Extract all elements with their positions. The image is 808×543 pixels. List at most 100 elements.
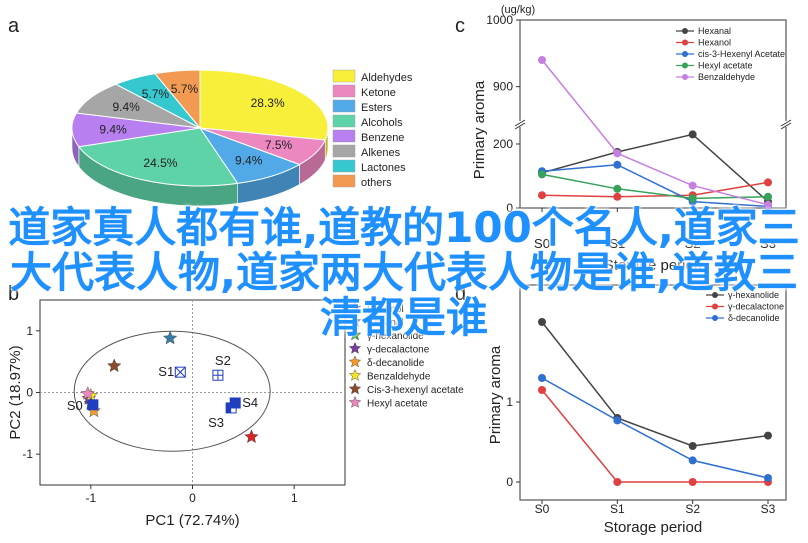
legend-label-ketone: Ketone (361, 87, 396, 99)
pca-legend-label: Cis-3-hexenyl acetate (367, 385, 464, 396)
line-cis-3-hexenyl-acetate (541, 164, 769, 208)
point-cis-3-hexenyl-acetate (613, 160, 622, 169)
loading-star-hexyl-acetate (80, 386, 95, 400)
pca-legend-label: γ-decalactone (367, 345, 430, 356)
panel-c-legend-label: Hexanol (698, 38, 731, 48)
sample-label-s0: S0 (67, 398, 83, 413)
sample-label-s4: S4 (242, 395, 258, 410)
legend-swatch-ketone (332, 84, 356, 98)
pie-label-alcohols: 24.5% (143, 156, 177, 170)
loading-star-hexanal (163, 330, 178, 345)
line--decalactone (541, 389, 768, 483)
panel-c-break-mark (780, 122, 792, 130)
pca-legend-label: δ-decanolide (367, 358, 425, 369)
sample-label-s1: S1 (158, 364, 174, 379)
panel-label-a: a (8, 15, 20, 37)
panel-c-break-mark (514, 119, 526, 127)
panel-d-xtick-label: S3 (761, 502, 776, 516)
legend-label-lactones: Lactones (361, 162, 406, 174)
panel-d-xlabel: Storage period (604, 519, 702, 536)
panel-c-break-mark (514, 122, 526, 130)
panel-d-legend-label: γ-decalactone (728, 302, 784, 312)
legend-label-benzene: Benzene (361, 132, 404, 144)
pca-confidence-ellipse (73, 330, 271, 452)
sample-label-s2: S2 (215, 353, 231, 368)
line-hexyl-acetate (541, 173, 769, 200)
panel-d-xtick-label: S2 (685, 502, 700, 516)
pca-legend-star (348, 355, 362, 368)
point--decanolide (764, 474, 772, 482)
line-hexanol (541, 181, 769, 198)
point-hexanol (764, 178, 772, 187)
line--hexanolide (541, 321, 769, 447)
pca-ylabel: PC2 (18.97%) (7, 345, 24, 439)
pca-legend-star (348, 395, 362, 408)
panel-c-ytick-label: 900 (493, 80, 513, 94)
legend-swatch-alcohols (332, 114, 356, 128)
pie-slice-others (154, 69, 201, 130)
point--decanolide (613, 416, 622, 425)
pca-legend-label: Benzaldehyde (367, 372, 431, 383)
panel-c-xlabel: Storage period (604, 257, 702, 274)
point-hexanol (538, 191, 546, 200)
panel-d-frame (519, 284, 787, 501)
legend-label-alcohols: Alcohols (361, 117, 403, 129)
panel-c-xtick-label: S2 (685, 236, 701, 251)
pca-legend-star (348, 314, 362, 327)
point-hexanal (688, 130, 697, 139)
panel-c-legend-marker (682, 28, 688, 34)
panel-d-ytick-label: 0 (506, 475, 513, 489)
pca-legend-label: γ-hexanolide (367, 331, 424, 342)
pca-legend-star (348, 368, 362, 381)
pca-legend-star (348, 382, 362, 395)
legend-swatch-aldehydes (332, 69, 356, 83)
panel-label-d: d (455, 283, 466, 305)
pie-slice-esters (198, 126, 301, 184)
panel-d-xtick-label: S0 (535, 502, 550, 516)
loading-star-cis-3-hexenyl-acetate (107, 358, 122, 373)
sample-marker-s4 (229, 397, 241, 409)
pca-xtick-label: 0 (189, 491, 196, 505)
loading-star-hexanol (244, 429, 259, 444)
panel-d-xtick-label: S1 (610, 502, 625, 516)
panel-c-break-mark (780, 119, 792, 127)
pie-label-others: 5.7% (171, 82, 199, 96)
pie-slice-aldehydes (199, 69, 329, 141)
line-hexanal (541, 133, 769, 203)
legend-label-others: others (361, 177, 392, 189)
panel-d-legend-marker (712, 303, 718, 310)
panel-d-ytick-label: 1 (506, 395, 513, 409)
pie-slice-benzene (71, 112, 201, 148)
panel-c-frame (519, 19, 787, 209)
pie-slice-alkenes (75, 83, 201, 129)
pca-ytick-label: 1 (26, 324, 33, 338)
point--hexanolide (538, 318, 546, 326)
panel-c-xtick-label: S3 (760, 236, 776, 251)
point-benzaldehyde (764, 200, 772, 209)
panel-c-ylabel: Primary aroma (471, 80, 488, 179)
panel-d-legend-label: γ-hexanolide (728, 290, 779, 300)
legend-swatch-alkenes (332, 144, 356, 158)
panel-c-legend-marker (682, 62, 688, 69)
panel-c-ytick-label: 200 (493, 137, 513, 151)
panel-c-legend-label: Hexyl acetate (698, 61, 753, 71)
panel-c-legend-label: Benzaldehyde (698, 72, 755, 82)
point-hexyl-acetate (764, 192, 772, 201)
legend-label-alkenes: Alkenes (361, 147, 401, 159)
legend-swatch-others (332, 174, 356, 188)
pca-legend-label: Hexanal (367, 318, 404, 329)
pie-label-benzene: 9.4% (99, 122, 127, 136)
panel-d-ylabel: Primary aroma (487, 345, 504, 444)
panel-d-legend-label: δ-decanolide (728, 313, 780, 323)
panel-c-axis-break (517, 121, 789, 127)
pca-xlabel: PC1 (72.74%) (145, 512, 239, 529)
point--decalactone (688, 478, 697, 486)
point-benzaldehyde (538, 56, 546, 64)
panel-label-c: c (455, 15, 465, 37)
line--decanolide (541, 377, 769, 479)
pca-legend-star (348, 328, 362, 341)
panel-c-xtick-label: S1 (609, 236, 625, 251)
pca-ytick-label: 0 (26, 386, 33, 400)
panel-c-legend-label: Hexanal (698, 26, 731, 36)
